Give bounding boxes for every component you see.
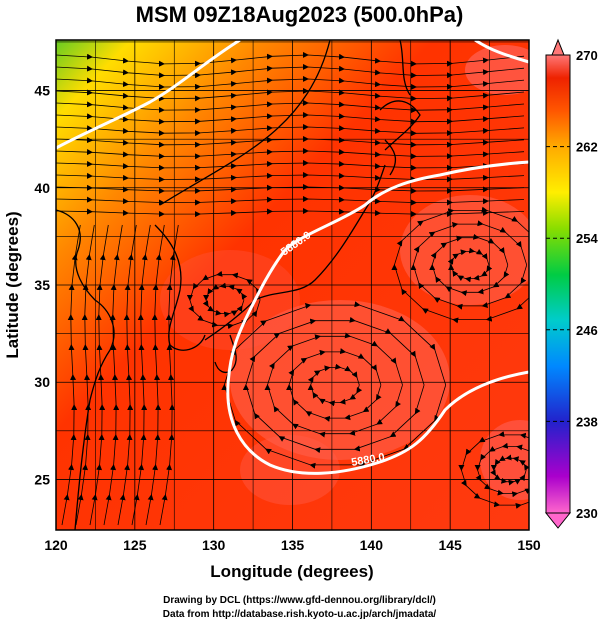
streamline [56,87,525,102]
contour-5880-main [226,160,529,475]
streamline [56,147,525,160]
contour-lines [56,40,529,475]
streamline [131,224,151,526]
colorbar-bottom-arrow [544,512,572,529]
contour-5880-upper [56,40,241,150]
streamline [145,224,165,526]
plot-frame [55,39,530,531]
colorbar-bar [545,54,571,514]
streamline [186,270,262,330]
x-tick-label: 140 [360,537,384,553]
colorbar-tick-label: 254 [576,231,598,246]
x-tick-label: 135 [281,537,305,553]
streamline [391,206,529,324]
y-axis-ticks: 25 30 35 40 45 [34,83,50,488]
x-tick-label: 145 [438,537,462,553]
streamline [61,224,81,526]
colorbar-tick-label: 270 [576,48,598,63]
colorbar-tick-label: 238 [576,414,598,429]
streamline [117,224,137,526]
streamline [89,224,109,526]
streamline [56,51,525,67]
x-tick-label: 120 [44,537,68,553]
colorbar-ticks: 270 262 254 246 238 230 [546,48,598,521]
streamline [75,224,95,526]
credit-drawing: Drawing by DCL (https://www.gfd-dennou.o… [163,595,436,606]
y-tick-label: 35 [34,277,50,293]
contour-5880-corner [474,40,529,64]
y-tick-label: 30 [34,374,50,390]
streamline [159,224,179,526]
x-axis-ticks: 120 125 130 135 140 145 150 [44,537,541,553]
colorbar-top-arrow [551,38,565,56]
colorbar-tick-label: 262 [576,140,598,155]
colorbar-tick-label: 246 [576,323,598,338]
streamline [458,431,529,509]
x-tick-label: 150 [517,537,541,553]
colorbar: 270 262 254 246 238 230 [544,38,598,529]
streamline [56,75,525,90]
streamline [221,301,447,469]
y-tick-label: 45 [34,83,50,99]
x-axis-label: Longitude (degrees) [210,562,373,581]
y-axis-label: Latitude (degrees) [3,211,22,358]
streamline [56,171,525,183]
y-tick-label: 40 [34,180,50,196]
streamline [56,99,525,114]
streamline [103,224,123,526]
y-tick-label: 25 [34,471,50,487]
x-tick-label: 130 [202,537,226,553]
contour-label: 5880.0 [350,451,385,469]
streamline [56,63,525,79]
streamline [56,123,525,137]
streamline [56,195,525,206]
wind-streamlines [56,51,529,526]
streamline [56,183,525,194]
streamline [56,159,525,171]
x-tick-label: 125 [123,537,147,553]
chart-title: MSM 09Z18Aug2023 (500.0hPa) [135,2,464,27]
credit-data: Data from http://database.rish.kyoto-u.a… [162,609,437,620]
colorbar-tick-label: 230 [576,506,598,521]
